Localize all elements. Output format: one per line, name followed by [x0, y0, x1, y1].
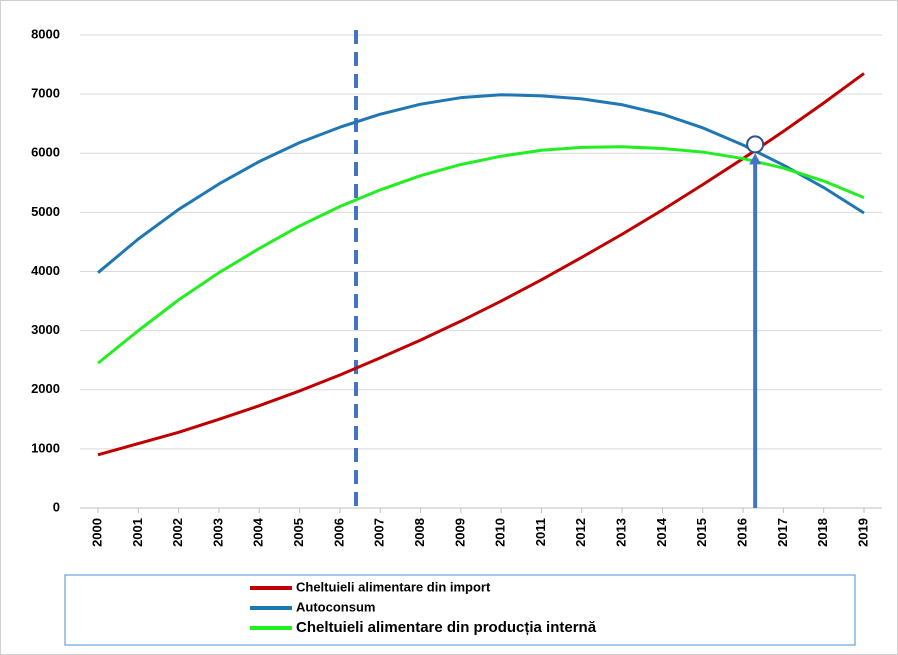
x-tick-label: 2015 — [694, 518, 709, 547]
x-tick-label: 2014 — [654, 517, 669, 547]
x-tick-label: 2017 — [775, 518, 790, 547]
x-tick-label: 2002 — [170, 518, 185, 547]
x-tick-label: 2008 — [412, 518, 427, 547]
x-tick-label: 2001 — [130, 518, 145, 547]
x-tick-label: 2012 — [573, 518, 588, 547]
x-tick-label: 2000 — [89, 518, 104, 547]
legend-label: Autoconsum — [296, 599, 375, 614]
y-tick-label: 5000 — [31, 204, 60, 219]
y-tick-label: 1000 — [31, 440, 60, 455]
legend-label: Cheltuieli alimentare din producția inte… — [296, 619, 597, 636]
x-tick-label: 2009 — [452, 518, 467, 547]
y-tick-label: 0 — [53, 499, 60, 514]
y-tick-label: 3000 — [31, 322, 60, 337]
series-line — [97, 145, 865, 365]
x-tick-label: 2006 — [331, 518, 346, 547]
x-tick-label: 2019 — [855, 518, 870, 547]
x-tick-label: 2011 — [533, 518, 548, 546]
x-tick-label: 2016 — [734, 518, 749, 547]
x-tick-label: 2005 — [291, 518, 306, 547]
y-tick-label: 8000 — [31, 26, 60, 41]
series-line — [97, 93, 865, 274]
y-tick-label: 2000 — [31, 381, 60, 396]
x-tick-label: 2018 — [815, 518, 830, 547]
arrow-head — [749, 153, 762, 165]
intersection-marker — [746, 135, 765, 154]
x-tick-label: 2003 — [210, 518, 225, 547]
legend-label: Cheltuieli alimentare din import — [296, 579, 491, 594]
y-tick-label: 4000 — [31, 263, 60, 278]
legend-box — [64, 574, 856, 646]
x-tick-label: 2010 — [493, 518, 508, 547]
y-tick-label: 7000 — [31, 86, 60, 101]
x-tick-label: 2013 — [614, 518, 629, 547]
series-line — [97, 72, 865, 457]
y-tick-label: 6000 — [31, 145, 60, 160]
x-tick-label: 2004 — [251, 517, 266, 547]
x-tick-label: 2007 — [372, 518, 387, 547]
